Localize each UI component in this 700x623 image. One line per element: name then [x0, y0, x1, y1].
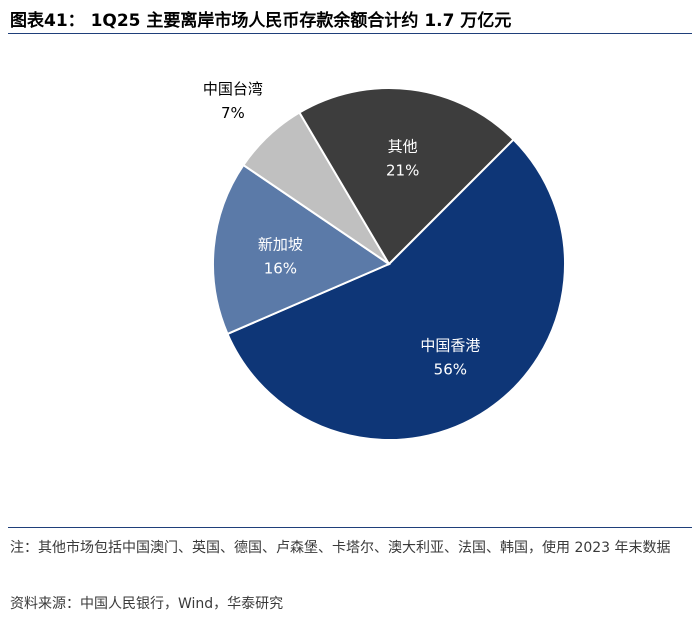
slice-label-1: 新加坡 — [258, 236, 303, 254]
footer-rule — [8, 527, 692, 528]
pie-slice-3 — [298, 87, 515, 266]
slice-label-2: 中国台湾 — [203, 80, 263, 98]
slice-value-0: 56% — [434, 360, 467, 378]
slice-value-1: 16% — [264, 260, 297, 278]
slice-value-2: 7% — [221, 104, 245, 122]
title-rule — [8, 33, 692, 34]
pie-slice-1 — [212, 163, 392, 336]
slice-value-3: 21% — [386, 162, 419, 180]
pie-chart: 中国香港 56% 新加坡 16% 中国台湾 7% 其他 21% — [203, 80, 566, 441]
chart-title: 图表41： 1Q25 主要离岸市场人民币存款余额合计约 1.7 万亿元 — [10, 11, 512, 31]
chart-source: 资料来源：中国人民银行，Wind，华泰研究 — [10, 596, 284, 612]
slice-label-0: 中国香港 — [420, 336, 480, 354]
slice-label-3: 其他 — [388, 138, 418, 156]
pie-slice-0 — [226, 138, 566, 441]
chart-note: 注：其他市场包括中国澳门、英国、德国、卢森堡、卡塔尔、澳大利亚、法国、韩国，使用… — [10, 540, 671, 556]
